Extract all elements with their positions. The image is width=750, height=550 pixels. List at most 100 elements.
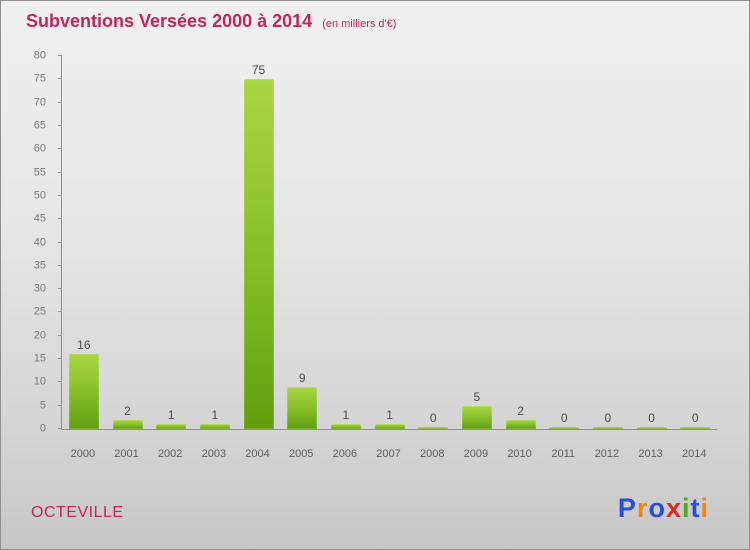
bar-value-label: 2	[124, 403, 131, 418]
y-axis-tick	[58, 311, 62, 313]
y-axis-tick-label: 10	[33, 375, 46, 388]
bar-2013	[636, 427, 667, 429]
bar-value-label: 0	[691, 411, 699, 425]
y-axis-tick	[58, 194, 62, 196]
bar-value-label: 9	[298, 371, 306, 386]
logo-letter: i	[681, 493, 691, 523]
bar-cell-2013: 0	[630, 56, 674, 429]
x-axis-label-2000: 2000	[70, 448, 96, 460]
logo-letter: t	[690, 493, 701, 523]
bar-cell-2002: 1	[149, 56, 193, 429]
y-axis-tick	[58, 148, 62, 150]
bar-value-label: 0	[604, 411, 612, 425]
y-axis-tick-label: 5	[39, 399, 46, 412]
y-axis-tick-label: 50	[33, 189, 46, 202]
bar-2000	[68, 354, 99, 429]
y-axis-tick	[58, 264, 62, 266]
x-axis-label-2013: 2013	[638, 448, 663, 460]
bar-2012	[592, 427, 623, 429]
bar-cell-2001: 2	[106, 56, 150, 429]
chart-subtitle: (en milliers d'€)	[322, 18, 397, 30]
y-axis-tick-label: 35	[33, 259, 46, 272]
bar-2002	[156, 424, 187, 429]
bar-cell-2005: 9	[280, 56, 324, 429]
bar-cell-2011: 0	[542, 56, 586, 429]
bar-2006	[330, 424, 361, 429]
y-axis-tick	[58, 381, 62, 383]
bar-2003	[199, 424, 230, 429]
y-axis-tick-label: 30	[33, 282, 46, 295]
y-axis-tick	[58, 358, 62, 360]
bar-value-label: 5	[473, 389, 481, 404]
x-axis-label-2003: 2003	[201, 448, 227, 460]
y-axis: 0 5 10 15 20 25 30 35 40 45 50 55 60 65 70 75 80	[6, 50, 54, 434]
x-axis-label-2001: 2001	[114, 448, 139, 460]
y-axis-tick-label: 0	[39, 422, 46, 435]
x-axis-label-2005: 2005	[288, 448, 314, 460]
y-axis-tick-label: 40	[33, 236, 46, 248]
x-axis-label-2012: 2012	[594, 448, 620, 460]
bar-value-label: 1	[342, 408, 350, 423]
x-axis-label-2014: 2014	[682, 448, 707, 460]
bar-cell-2008: 0	[411, 56, 455, 429]
bar-value-label: 0	[648, 411, 655, 425]
y-axis-tick	[58, 404, 62, 406]
bar-value-label: 16	[77, 338, 91, 353]
x-axis: 2000 2001 2002 2003 2004 2005 2006 2007 2008 2009…	[61, 448, 716, 460]
chart-header: Subventions Versées 2000 à 2014 (en milli…	[26, 11, 396, 32]
entity-name: OCTEVILLE	[31, 504, 124, 521]
bar-value-label: 0	[429, 411, 437, 425]
bar-2004	[243, 79, 274, 429]
bar-cell-2004: 75	[237, 56, 281, 429]
proxiti-logo: Proxiti	[618, 493, 709, 524]
bar-value-label: 1	[386, 408, 393, 423]
x-axis-label-2010: 2010	[507, 448, 532, 460]
y-axis-tick	[58, 78, 62, 80]
bar-value-label: 1	[167, 408, 175, 423]
x-axis-label-2009: 2009	[463, 448, 489, 460]
y-axis-tick-label: 20	[33, 329, 46, 342]
bar-value-label: 1	[211, 408, 219, 423]
x-axis-label-2006: 2006	[332, 448, 358, 460]
logo-letter: o	[648, 493, 666, 523]
bar-cell-2009: 5	[455, 56, 499, 429]
bar-cell-2012: 0	[586, 56, 630, 429]
bar-2001	[112, 419, 143, 429]
y-axis-tick-label: 15	[33, 352, 46, 365]
bar-series: 16 2 1 1 75 9 1 1 0 5 2 0 0 0 0	[62, 56, 717, 429]
y-axis-tick	[58, 241, 62, 243]
y-axis-tick-label: 25	[33, 305, 46, 318]
bar-cell-2003: 1	[193, 56, 237, 429]
y-axis-tick-label: 60	[33, 142, 46, 155]
y-axis-tick-label: 70	[33, 96, 46, 109]
y-axis-tick	[58, 428, 62, 429]
logo-letter: x	[665, 493, 682, 523]
y-axis-tick	[58, 218, 62, 220]
x-axis-label-2008: 2008	[419, 448, 445, 460]
y-axis-tick	[58, 171, 62, 173]
bar-cell-2006: 1	[324, 56, 368, 429]
bar-2005	[287, 387, 318, 429]
bar-value-label: 75	[251, 63, 266, 78]
footer: OCTEVILLE Proxiti	[31, 493, 709, 524]
y-axis-tick	[58, 55, 62, 56]
y-axis-tick-label: 45	[33, 212, 46, 225]
bar-cell-2000: 16	[62, 56, 106, 429]
logo-letter: i	[700, 493, 709, 523]
bar-2010	[505, 419, 536, 429]
y-axis-tick	[58, 334, 62, 336]
y-axis-tick-label: 65	[33, 119, 46, 132]
bar-2008	[418, 427, 449, 429]
logo-letter: r	[636, 493, 649, 523]
x-axis-label-2004: 2004	[245, 448, 270, 460]
bar-cell-2010: 2	[499, 56, 543, 429]
bar-cell-2014: 0	[673, 56, 717, 429]
bar-value-label: 2	[517, 403, 524, 418]
bar-value-label: 0	[560, 411, 568, 425]
y-axis-tick-label: 75	[33, 72, 46, 85]
logo-letter: P	[617, 493, 637, 523]
bar-2007	[374, 424, 405, 429]
x-axis-label-2007: 2007	[376, 448, 401, 460]
y-axis-tick-label: 55	[33, 166, 46, 179]
